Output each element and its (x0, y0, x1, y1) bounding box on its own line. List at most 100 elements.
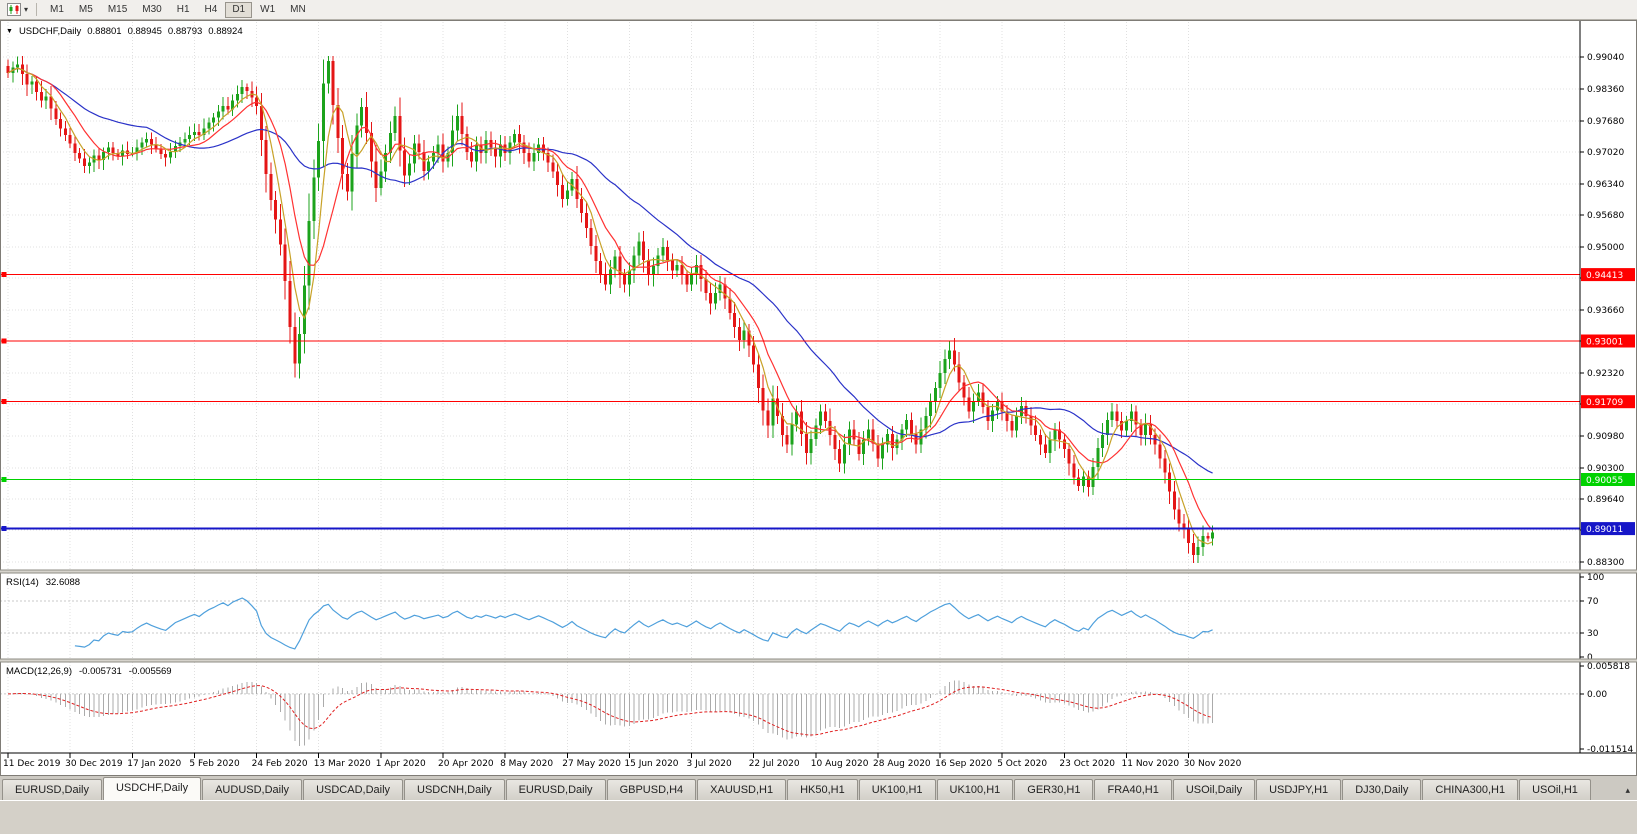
rsi-indicator-label: RSI(14) 32.6088 (6, 577, 80, 588)
svg-text:15 Jun 2020: 15 Jun 2020 (624, 759, 678, 769)
chart-tab-bar: EURUSD,Daily USDCHF,Daily AUDUSD,Daily USDC… (0, 776, 1637, 800)
svg-text:20 Apr 2020: 20 Apr 2020 (438, 759, 494, 769)
svg-text:0.96340: 0.96340 (1587, 180, 1624, 190)
svg-text:11 Nov 2020: 11 Nov 2020 (1122, 759, 1180, 769)
svg-text:0.91709: 0.91709 (1586, 398, 1623, 408)
timeframe-button-m15[interactable]: M15 (101, 2, 134, 18)
open-value: 0.88801 (87, 26, 122, 37)
rsi-value: 32.6088 (45, 577, 81, 588)
candlestick-chart-icon (7, 3, 21, 16)
pane-splitter[interactable] (0, 569, 1637, 663)
svg-text:30: 30 (1587, 629, 1599, 639)
tab-scroll-button[interactable]: ▴ (1625, 785, 1630, 795)
rsi-layer (0, 597, 1580, 650)
timeframe-button-w1[interactable]: W1 (253, 2, 282, 18)
timeframe-button-d1[interactable]: D1 (225, 1, 253, 18)
svg-text:10 Aug 2020: 10 Aug 2020 (811, 759, 869, 769)
svg-text:13 Mar 2020: 13 Mar 2020 (314, 759, 371, 769)
high-value: 0.88945 (127, 26, 162, 37)
svg-text:0.97020: 0.97020 (1587, 148, 1624, 158)
chart-window-icon[interactable] (4, 2, 24, 18)
svg-text:70: 70 (1587, 597, 1599, 607)
svg-text:0.95000: 0.95000 (1587, 243, 1624, 253)
svg-text:24 Feb 2020: 24 Feb 2020 (252, 759, 308, 769)
svg-text:3 Jul 2020: 3 Jul 2020 (687, 759, 732, 769)
svg-text:30 Dec 2019: 30 Dec 2019 (65, 759, 123, 769)
timeframe-button-mn[interactable]: MN (283, 2, 313, 18)
chart-tab-gbpusd-h4[interactable]: GBPUSD,H4 (606, 779, 697, 800)
chart-tab-dj30-daily[interactable]: DJ30,Daily (1342, 779, 1422, 800)
horizontal-level-lines[interactable] (0, 272, 1580, 532)
svg-text:22 Jul 2020: 22 Jul 2020 (749, 759, 800, 769)
svg-text:0.92320: 0.92320 (1587, 369, 1624, 379)
collapse-arrow-icon[interactable]: ▼ (6, 28, 13, 35)
chart-tab-usoil-daily[interactable]: USOil,Daily (1172, 779, 1256, 800)
chart-tab-audusd-daily[interactable]: AUDUSD,Daily (202, 779, 303, 800)
macd-layer (0, 680, 1580, 746)
level-line-handle (1, 272, 7, 278)
macd-signal-value: -0.005569 (128, 666, 172, 677)
svg-text:0.97680: 0.97680 (1587, 117, 1624, 127)
svg-text:-0.011514: -0.011514 (1587, 745, 1633, 755)
svg-text:0.89011: 0.89011 (1586, 525, 1623, 535)
chart-tab-uk100-h1[interactable]: UK100,H1 (858, 779, 936, 800)
svg-text:0.93001: 0.93001 (1586, 338, 1623, 348)
svg-text:1 Apr 2020: 1 Apr 2020 (376, 759, 426, 769)
chart-tab-usdcad-daily[interactable]: USDCAD,Daily (303, 779, 404, 800)
timeframe-toolbar: M1 M5 M15 M30 H1 H4 D1 W1 MN (43, 1, 313, 18)
moving-averages-layer (7, 67, 1214, 545)
timeframe-button-h4[interactable]: H4 (198, 2, 225, 18)
chart-tab-fra40-h1[interactable]: FRA40,H1 (1094, 779, 1172, 800)
top-toolbar: ▾ M1 M5 M15 M30 H1 H4 D1 W1 MN (0, 0, 1637, 20)
svg-text:0.93660: 0.93660 (1587, 306, 1624, 316)
level-line-handle (1, 477, 7, 482)
grid-layer (0, 22, 1580, 753)
chart-tab-usoil-h1[interactable]: USOil,H1 (1519, 779, 1591, 800)
chart-tab-eurusd-daily[interactable]: EURUSD,Daily (505, 779, 606, 800)
svg-text:0.00: 0.00 (1587, 690, 1607, 700)
svg-text:23 Oct 2020: 23 Oct 2020 (1059, 759, 1115, 769)
timeframe-button-m1[interactable]: M1 (43, 2, 71, 18)
level-line-handle (1, 526, 7, 532)
chart-window: 0.99040 0.98360 0.97680 0.97020 0.96340 0.956… (0, 20, 1637, 776)
rsi-name: RSI(14) (6, 577, 39, 588)
level-line-handle (1, 338, 7, 344)
toolbar-separator (36, 3, 38, 16)
chart-tab-eurusd-daily[interactable]: EURUSD,Daily (2, 779, 102, 800)
svg-text:0.94413: 0.94413 (1586, 271, 1623, 281)
chart-tab-ger30-h1[interactable]: GER30,H1 (1014, 779, 1094, 800)
svg-text:0.88300: 0.88300 (1587, 558, 1624, 568)
chart-tab-xauusd-h1[interactable]: XAUUSD,H1 (697, 779, 787, 800)
chart-tab-usdjpy-h1[interactable]: USDJPY,H1 (1256, 779, 1342, 800)
svg-text:0.90980: 0.90980 (1587, 432, 1624, 442)
svg-text:0.90300: 0.90300 (1587, 464, 1624, 474)
price-chart-canvas[interactable]: 0.99040 0.98360 0.97680 0.97020 0.96340 0.956… (0, 20, 1637, 776)
svg-text:27 May 2020: 27 May 2020 (562, 759, 621, 769)
svg-text:17 Jan 2020: 17 Jan 2020 (127, 759, 181, 769)
level-line-handle (1, 399, 7, 405)
low-value: 0.88793 (167, 26, 203, 37)
status-bar (0, 800, 1637, 834)
macd-main-value: -0.005731 (79, 666, 122, 677)
chart-tab-uk100-h1[interactable]: UK100,H1 (936, 779, 1014, 800)
timeframe-button-m30[interactable]: M30 (135, 2, 168, 18)
dropdown-caret-icon[interactable]: ▾ (24, 5, 29, 14)
svg-text:0.99040: 0.99040 (1587, 53, 1624, 63)
symbol-title: USDCHF,Daily (18, 26, 82, 37)
svg-text:16 Sep 2020: 16 Sep 2020 (935, 759, 992, 769)
chart-tab-china300-h1[interactable]: CHINA300,H1 (1422, 779, 1519, 800)
timeframe-button-m5[interactable]: M5 (72, 2, 100, 18)
svg-text:11 Dec 2019: 11 Dec 2019 (3, 759, 61, 769)
svg-text:0: 0 (1587, 653, 1593, 663)
svg-text:5 Oct 2020: 5 Oct 2020 (997, 759, 1047, 769)
chart-tab-usdchf-daily[interactable]: USDCHF,Daily (102, 777, 202, 800)
candles-layer (6, 55, 1215, 563)
chart-tab-usdcnh-daily[interactable]: USDCNH,Daily (404, 779, 505, 800)
symbol-ohlc-readout: ▼ USDCHF,Daily 0.88801 0.88945 0.88793 0… (6, 26, 243, 37)
timeframe-button-h1[interactable]: H1 (170, 2, 197, 18)
svg-text:100: 100 (1587, 573, 1604, 583)
chart-tab-hk50-h1[interactable]: HK50,H1 (787, 779, 858, 800)
svg-text:0.90055: 0.90055 (1586, 476, 1623, 486)
svg-text:0.98360: 0.98360 (1587, 85, 1624, 95)
macd-indicator-label: MACD(12,26,9) -0.005731 -0.005569 (6, 666, 172, 677)
